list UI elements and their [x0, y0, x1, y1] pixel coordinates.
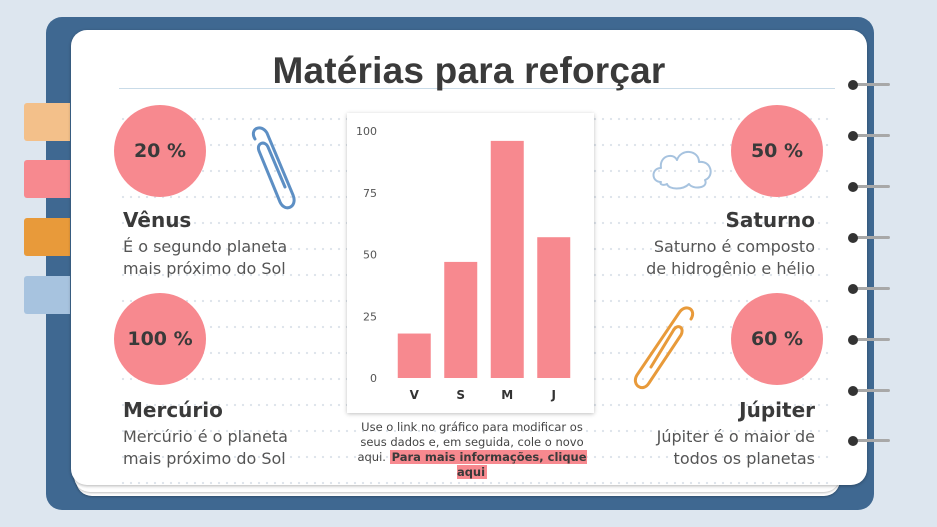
paperclip-icon — [634, 306, 694, 389]
jupiter-desc-line1: Júpiter é o maior de — [656, 427, 815, 446]
saturno-description: Saturno é composto de hidrogênio e hélio — [646, 236, 815, 280]
chart-card[interactable]: 0 25 50 75 100 V S M J — [347, 113, 594, 413]
tab-pink[interactable] — [24, 160, 70, 198]
y-tick-label: 25 — [363, 310, 377, 323]
x-tick-label: J — [551, 388, 556, 402]
chart-caption: Use o link no gráfico para modificar os … — [347, 420, 597, 480]
y-tick-label: 100 — [356, 125, 377, 138]
jupiter-desc-line2: todos os planetas — [673, 449, 815, 468]
paperclip-icon — [252, 126, 296, 210]
spiral-ring — [848, 233, 890, 243]
spiral-ring — [848, 335, 890, 345]
saturno-desc-line2: de hidrogênio e hélio — [646, 259, 815, 278]
cloud-icon — [652, 151, 712, 190]
notebook-page: Matérias para reforçar 20 % Vênus É o se… — [71, 30, 867, 485]
spiral-ring — [848, 131, 890, 141]
jupiter-percent: 60 % — [750, 328, 804, 350]
bar-M[interactable] — [490, 140, 524, 378]
bar-chart[interactable]: 0 25 50 75 100 V S M J — [347, 113, 594, 413]
venus-desc-line2: mais próximo do Sol — [123, 259, 286, 278]
bar-S[interactable] — [444, 261, 478, 378]
venus-percent-badge: 20 % — [114, 105, 206, 197]
y-tick-label: 50 — [363, 249, 377, 262]
jupiter-percent-badge: 60 % — [731, 293, 823, 385]
mercurio-percent: 100 % — [127, 328, 193, 350]
more-info-link[interactable]: Para mais informações, clique aqui — [389, 450, 587, 479]
spiral-ring — [848, 284, 890, 294]
venus-description: É o segundo planeta mais próximo do Sol — [123, 236, 287, 280]
y-tick-label: 0 — [370, 372, 377, 385]
caption-line3-prefix: aqui. — [357, 450, 386, 464]
saturno-desc-line1: Saturno é composto — [653, 237, 815, 256]
title-underline — [119, 88, 835, 89]
bar-V[interactable] — [397, 333, 431, 378]
page-title: Matérias para reforçar — [272, 50, 666, 91]
saturno-percent-badge: 50 % — [731, 105, 823, 197]
tab-yellow[interactable] — [24, 103, 70, 141]
spiral-ring — [848, 182, 890, 192]
mercurio-percent-badge: 100 % — [114, 293, 206, 385]
jupiter-name: Júpiter — [739, 398, 815, 422]
venus-desc-line1: É o segundo planeta — [123, 237, 288, 256]
bar-J[interactable] — [537, 237, 571, 378]
mercurio-description: Mercúrio é o planeta mais próximo do Sol — [123, 426, 288, 470]
y-tick-label: 75 — [363, 187, 377, 200]
x-tick-label: M — [501, 388, 513, 402]
x-tick-label: V — [410, 388, 420, 402]
tab-orange[interactable] — [24, 218, 70, 256]
x-tick-label: S — [456, 388, 465, 402]
saturno-name: Saturno — [725, 208, 815, 232]
caption-line1: Use o link no gráfico para modificar os — [361, 420, 583, 434]
venus-name: Vênus — [123, 208, 192, 232]
mercurio-desc-line1: Mercúrio é o planeta — [123, 427, 288, 446]
spiral-ring — [848, 80, 890, 90]
mercurio-desc-line2: mais próximo do Sol — [123, 449, 286, 468]
tab-blue[interactable] — [24, 276, 70, 314]
spiral-ring — [848, 436, 890, 446]
spiral-ring — [848, 386, 890, 396]
caption-line2: seus dados e, em seguida, cole o novo — [360, 435, 584, 449]
mercurio-name: Mercúrio — [123, 398, 223, 422]
venus-percent: 20 % — [133, 140, 187, 162]
jupiter-description: Júpiter é o maior de todos os planetas — [657, 426, 815, 470]
saturno-percent: 50 % — [750, 140, 804, 162]
